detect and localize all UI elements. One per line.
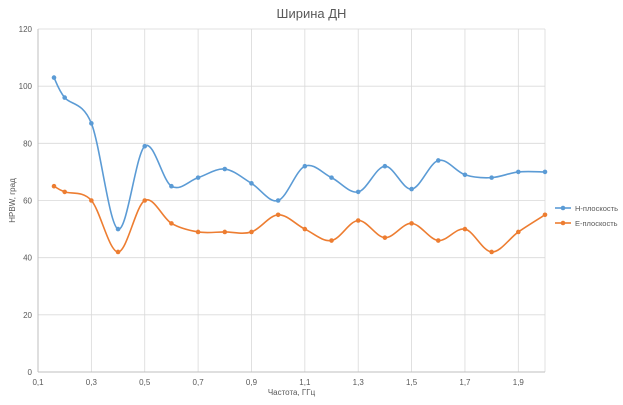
data-point xyxy=(115,226,121,232)
tick-labels: 0 20 40 60 80 100 120 0,1 0,3 0,5 0,7 0,9 1,1 1,3 1,5 1… xyxy=(19,25,525,387)
legend: H-плоскость E-плоскость xyxy=(555,204,618,228)
x-tick-label: 0,7 xyxy=(193,378,205,387)
data-point xyxy=(195,175,201,180)
data-point xyxy=(142,198,148,203)
series-line xyxy=(53,185,546,253)
data-point xyxy=(435,158,441,163)
x-tick-label: 1,5 xyxy=(406,378,418,387)
legend-label: H-плоскость xyxy=(575,204,618,213)
data-point xyxy=(89,121,94,126)
data-point xyxy=(542,212,548,218)
y-tick-label: 0 xyxy=(28,368,33,377)
x-tick-label: 0,3 xyxy=(86,378,98,387)
data-point xyxy=(489,249,494,255)
data-point xyxy=(62,95,67,100)
data-point xyxy=(275,198,281,203)
legend-marker xyxy=(560,205,566,211)
data-point xyxy=(302,163,308,169)
data-point xyxy=(382,235,388,240)
data-point xyxy=(302,226,308,232)
data-point xyxy=(462,226,468,232)
legend-marker xyxy=(560,220,566,226)
x-axis-title: Частота, ГГц xyxy=(268,388,316,397)
data-point xyxy=(435,238,441,243)
data-point xyxy=(195,229,201,235)
y-tick-label: 20 xyxy=(23,311,32,320)
series-h-plane xyxy=(51,75,548,232)
data-point xyxy=(51,183,57,189)
x-tick-label: 1,1 xyxy=(299,378,311,387)
data-point xyxy=(329,238,334,243)
data-point xyxy=(89,198,94,203)
data-point xyxy=(329,175,334,180)
data-point xyxy=(222,166,228,172)
y-tick-label: 100 xyxy=(19,82,33,91)
y-tick-label: 40 xyxy=(23,254,32,263)
x-tick-label: 0,5 xyxy=(139,378,151,387)
x-tick-label: 0,9 xyxy=(246,378,258,387)
data-point xyxy=(489,175,494,180)
data-point xyxy=(409,221,414,226)
data-point xyxy=(115,249,121,255)
legend-label: E-плоскость xyxy=(575,219,618,228)
data-point xyxy=(51,75,57,80)
data-point xyxy=(542,169,548,175)
x-tick-label: 1,7 xyxy=(459,378,471,387)
data-point xyxy=(62,189,67,195)
series-layer xyxy=(51,75,548,255)
y-tick-label: 80 xyxy=(23,139,32,148)
data-point xyxy=(169,183,174,189)
data-point xyxy=(409,186,414,192)
data-point xyxy=(462,172,468,178)
data-point xyxy=(382,163,388,169)
data-point xyxy=(222,229,228,235)
data-point xyxy=(275,212,281,218)
y-axis-title: HPBW, град xyxy=(8,178,17,223)
data-point xyxy=(355,218,361,223)
data-point xyxy=(249,229,254,235)
series-line xyxy=(53,77,546,230)
x-tick-label: 0,1 xyxy=(32,378,44,387)
axes xyxy=(37,29,545,373)
legend-entry: E-плоскость xyxy=(555,219,618,228)
data-point xyxy=(516,229,521,235)
data-point xyxy=(355,189,361,195)
gridlines xyxy=(38,28,546,372)
chart-title: Ширина ДН xyxy=(276,6,347,21)
data-point xyxy=(169,221,174,226)
legend-entry: H-плоскость xyxy=(555,204,618,213)
y-tick-label: 60 xyxy=(23,197,32,206)
x-tick-label: 1,3 xyxy=(353,378,365,387)
y-tick-label: 120 xyxy=(19,25,33,34)
series-e-plane xyxy=(51,183,548,255)
data-point xyxy=(249,181,254,186)
data-point xyxy=(142,143,148,149)
data-point xyxy=(516,169,521,175)
x-tick-label: 1,9 xyxy=(513,378,525,387)
